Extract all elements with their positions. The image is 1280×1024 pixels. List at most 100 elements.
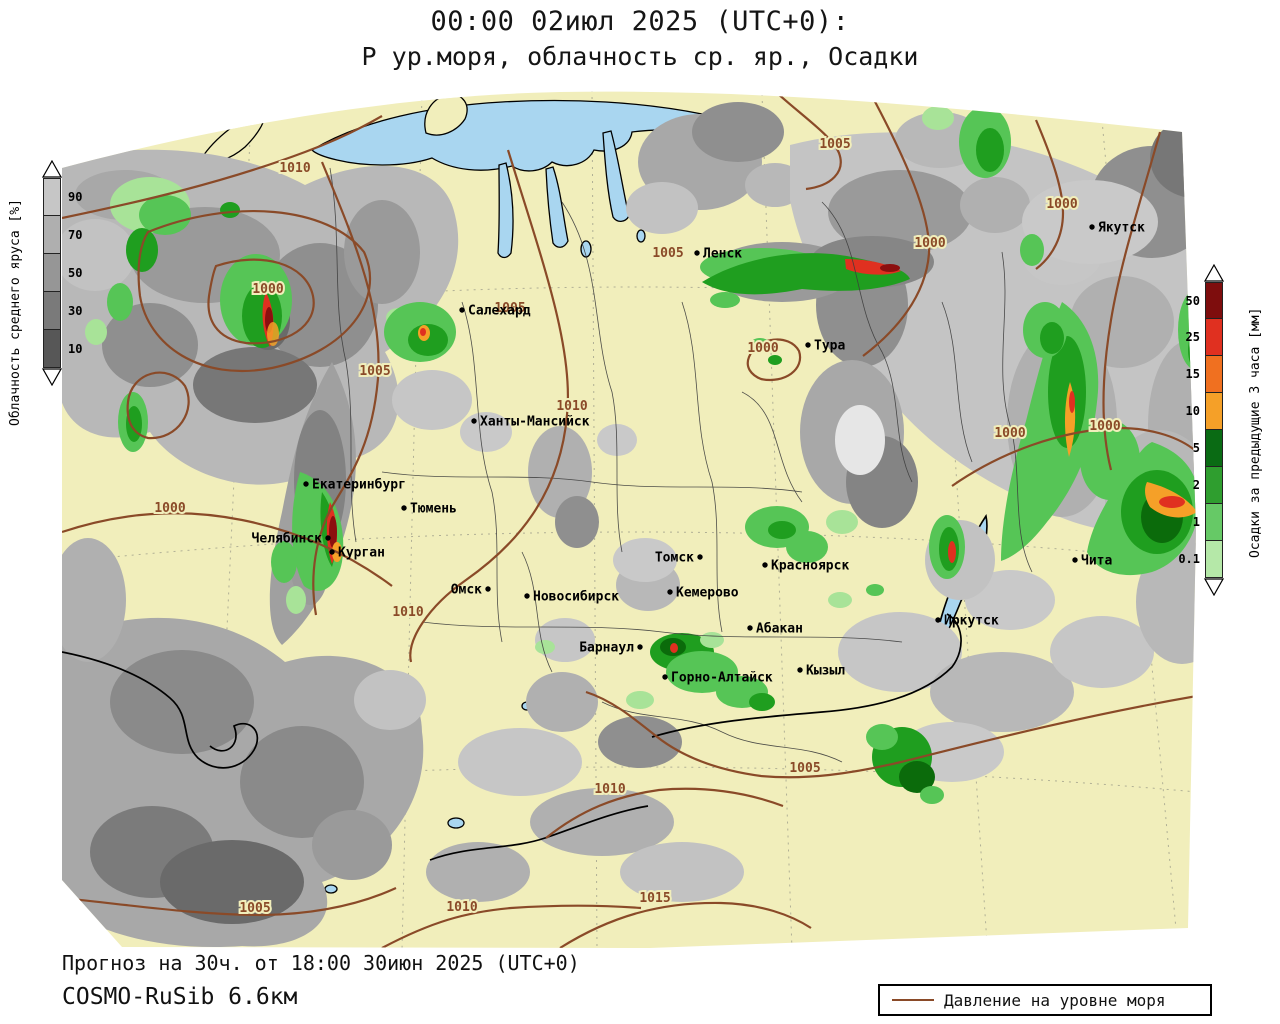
city-dot [797, 667, 803, 673]
city-dot [762, 562, 768, 568]
colorbar-tick-label: 50 [1185, 293, 1200, 308]
isobar-label: 1015 [639, 891, 670, 906]
city-marker: Курган [329, 546, 385, 561]
city-label: Абакан [756, 622, 803, 637]
city-dot [1089, 224, 1095, 230]
city-label: Омск [451, 583, 482, 598]
precip-layer [85, 106, 1196, 804]
borders-layer [329, 167, 1033, 763]
city-dot [459, 307, 465, 313]
isobar-label: 1010 [556, 399, 587, 414]
city-label: Курган [338, 546, 385, 561]
city-marker: Омск [451, 583, 491, 598]
isobar-label: 1005 [359, 364, 390, 379]
cloud-colorbar: 90 70 50 30 10 [42, 160, 82, 386]
colorbar-tick-label: 15 [1185, 367, 1200, 381]
city-marker: Кызыл [797, 664, 845, 679]
country-border-layer [62, 613, 962, 861]
colorbar-segment: 10 [1186, 393, 1223, 430]
colorbar-tick-label: 2 [1192, 478, 1200, 492]
colorbar-segment: 5 [1193, 430, 1223, 467]
colorbar-tick-label: 70 [68, 227, 83, 242]
city-dot [697, 554, 703, 560]
city-dot [303, 481, 309, 487]
city-dot [662, 674, 668, 680]
isobar-label: 1010 [446, 900, 477, 915]
city-label: Чита [1081, 554, 1112, 569]
city-dot [1072, 557, 1078, 563]
isobar-line-sample [892, 999, 934, 1001]
city-dot [329, 549, 335, 555]
city-label: Кызыл [806, 664, 845, 679]
city-marker: Ханты-Мансийск [471, 415, 590, 430]
colorbar-tick-label: 10 [68, 341, 83, 356]
city-marker: Кемерово [667, 586, 739, 601]
city-marker: Иркутск [935, 614, 999, 629]
colorbar-tick-label: 25 [1185, 330, 1200, 344]
precip-colorbar-label: Осадки за предыдущие 3 часа [мм] [1248, 307, 1263, 559]
city-dot [667, 589, 673, 595]
colorbar-segment: 15 [1186, 356, 1223, 393]
isobar-label: 1005 [789, 761, 820, 776]
city-marker: Томск [655, 551, 703, 566]
isobar-label: 1005 [652, 246, 683, 261]
city-label: Кемерово [676, 586, 739, 601]
city-label: Якутск [1098, 221, 1145, 236]
city-marker: Салехард [459, 304, 531, 319]
isobar-label: 1010 [594, 782, 625, 797]
city-label: Салехард [468, 304, 531, 319]
city-label: Ленск [703, 247, 742, 262]
city-dot [485, 586, 491, 592]
forecast-info: Прогноз на 30ч. от 18:00 30июн 2025 (UTC… [62, 951, 580, 975]
isobar-label: 1005 [239, 901, 270, 916]
colorbar-segment: 10 [43, 330, 82, 368]
city-marker: Новосибирск [524, 590, 619, 605]
isobar-label: 1000 [914, 236, 945, 251]
city-label: Челябинск [252, 532, 323, 547]
colorbar-segment: 30 [43, 292, 82, 330]
model-name: COSMO-RuSib 6.6км [62, 984, 298, 1010]
city-label: Тюмень [410, 502, 457, 517]
city-marker: Челябинск [252, 532, 331, 547]
city-dot [694, 250, 700, 256]
colorbar-segment: 70 [43, 216, 82, 254]
city-dot [524, 593, 530, 599]
colorbar-segment: 25 [1186, 319, 1223, 356]
colorbar-tick-label: 30 [68, 303, 83, 318]
isobar-label: 1005 [494, 301, 525, 316]
city-marker: Красноярск [762, 559, 849, 574]
city-dot [325, 535, 331, 541]
city-marker: Тюмень [401, 502, 457, 517]
precip-colorbar-segments: 50 25 15 10 5 2 1 0.1 [1178, 282, 1223, 578]
map-title-variables: P ур.моря, облачность ср. яр., Осадки [361, 42, 919, 71]
isobar-label: 1005 [819, 137, 850, 152]
colorbar-tick-label: 5 [1192, 441, 1200, 455]
colorbar-segment: 2 [1193, 467, 1223, 504]
colorbar-segment: 0.1 [1178, 541, 1223, 578]
isobar-label: 1010 [392, 605, 423, 620]
kara-sea [310, 99, 744, 172]
colorbar-tick-label: 0.1 [1178, 552, 1200, 566]
colorbar-tick-label: 50 [68, 265, 83, 280]
colorbar-arrow-up-icon [42, 160, 62, 178]
isobar-label: 1010 [279, 161, 310, 176]
city-dot [747, 625, 753, 631]
isobar-label: 1000 [154, 501, 185, 516]
isobars-layer [62, 91, 1196, 948]
city-dot [805, 342, 811, 348]
city-label: Красноярск [771, 559, 849, 574]
city-marker: Абакан [747, 622, 803, 637]
colorbar-segment: 90 [43, 178, 82, 216]
colorbar-segment: 50 [1186, 282, 1223, 319]
colorbar-tick-label: 10 [1185, 404, 1200, 418]
pressure-legend: Давление на уровне моря [878, 984, 1212, 1016]
cities-layer: Якутск Ленск Тура Салехард Ханты-Мансийск Ека… [252, 221, 1146, 686]
map-title-datetime: 00:00 02июл 2025 (UTC+0): [430, 6, 850, 37]
isobar-label: 1000 [252, 282, 283, 297]
city-label: Тура [814, 339, 845, 354]
city-marker: Тура [805, 339, 845, 354]
colorbar-arrow-up-icon [1204, 264, 1224, 282]
colorbar-segment: 50 [43, 254, 82, 292]
city-marker: Барнаул [579, 641, 643, 656]
